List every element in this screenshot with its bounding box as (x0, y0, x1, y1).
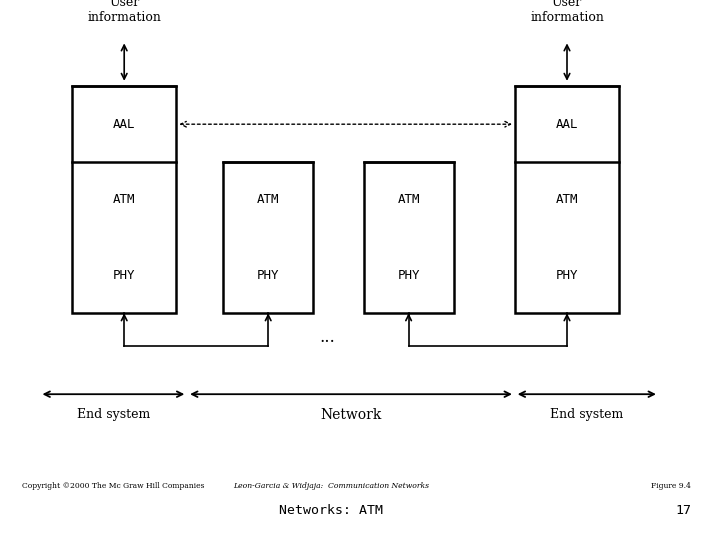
Text: ATM: ATM (113, 193, 135, 206)
Text: User
information: User information (87, 0, 161, 24)
Text: PHY: PHY (113, 269, 135, 282)
Text: Networks: ATM: Networks: ATM (279, 504, 383, 517)
Text: Copyright ©2000 The Mc Graw Hill Companies: Copyright ©2000 The Mc Graw Hill Compani… (22, 482, 204, 490)
Bar (364, 162, 454, 313)
Text: Leon-Garcia & Widjaja:  Communication Networks: Leon-Garcia & Widjaja: Communication Net… (233, 482, 429, 490)
Text: PHY: PHY (257, 269, 279, 282)
Bar (72, 86, 176, 313)
Text: ...: ... (320, 329, 336, 346)
Text: ATM: ATM (397, 193, 420, 206)
Text: ATM: ATM (556, 193, 578, 206)
Text: End system: End system (77, 408, 150, 421)
Text: PHY: PHY (556, 269, 578, 282)
Text: PHY: PHY (397, 269, 420, 282)
Bar (515, 86, 619, 313)
Text: 17: 17 (675, 504, 691, 517)
Text: AAL: AAL (113, 118, 135, 131)
Text: User
information: User information (530, 0, 604, 24)
Text: Figure 9.4: Figure 9.4 (652, 482, 691, 490)
Text: Network: Network (320, 408, 382, 422)
Text: ATM: ATM (257, 193, 279, 206)
Bar (223, 162, 313, 313)
Text: End system: End system (550, 408, 624, 421)
Text: AAL: AAL (556, 118, 578, 131)
